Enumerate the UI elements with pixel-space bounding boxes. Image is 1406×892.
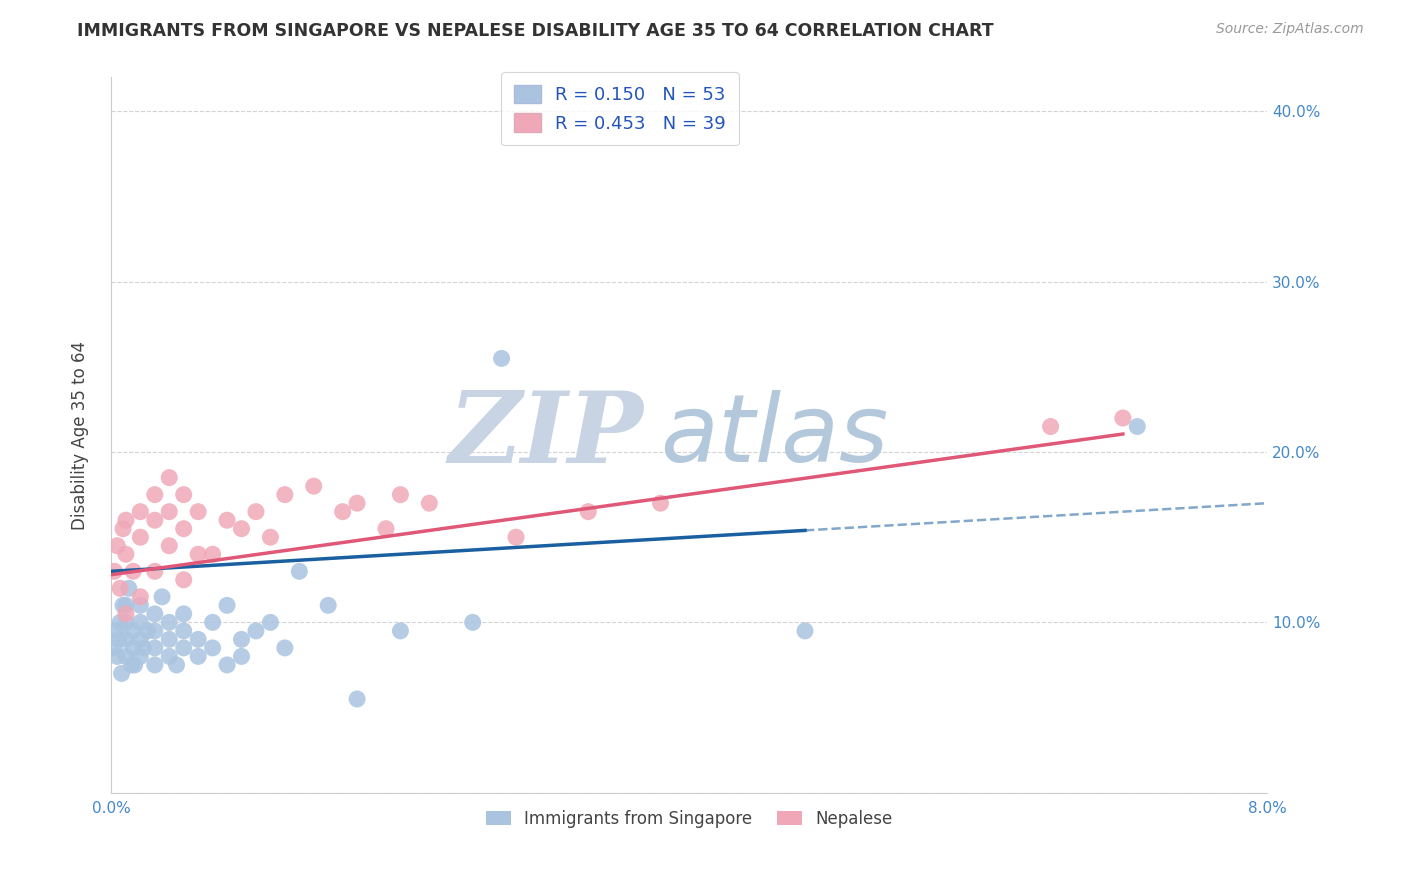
Point [302, 479, 325, 493]
Point [1112, 411, 1135, 425]
Point [157, 649, 180, 664]
Point [115, 649, 138, 664]
Point [115, 607, 138, 621]
Point [173, 640, 195, 655]
Point [505, 530, 527, 544]
Point [389, 488, 412, 502]
Point [122, 640, 145, 655]
Point [259, 615, 281, 630]
Point [389, 624, 412, 638]
Point [115, 615, 138, 630]
Point [157, 539, 180, 553]
Point [157, 632, 180, 647]
Point [259, 530, 281, 544]
Point [201, 615, 224, 630]
Text: IMMIGRANTS FROM SINGAPORE VS NEPALESE DISABILITY AGE 35 TO 64 CORRELATION CHART: IMMIGRANTS FROM SINGAPORE VS NEPALESE DI… [77, 22, 994, 40]
Point [132, 640, 155, 655]
Point [129, 615, 152, 630]
Point [118, 582, 141, 596]
Point [491, 351, 513, 366]
Point [115, 513, 138, 527]
Point [143, 624, 166, 638]
Point [129, 632, 152, 647]
Point [332, 505, 354, 519]
Text: atlas: atlas [661, 390, 889, 481]
Point [201, 640, 224, 655]
Point [231, 632, 253, 647]
Point [245, 505, 267, 519]
Point [187, 632, 209, 647]
Point [115, 632, 138, 647]
Point [187, 649, 209, 664]
Point [103, 564, 125, 578]
Point [215, 599, 238, 613]
Point [105, 649, 128, 664]
Point [129, 505, 152, 519]
Point [166, 657, 188, 672]
Text: ZIP: ZIP [449, 387, 643, 483]
Point [245, 624, 267, 638]
Point [215, 513, 238, 527]
Point [650, 496, 672, 510]
Point [108, 582, 131, 596]
Point [375, 522, 398, 536]
Point [115, 599, 138, 613]
Point [157, 470, 180, 484]
Point [110, 666, 132, 681]
Point [346, 692, 368, 706]
Legend: Immigrants from Singapore, Nepalese: Immigrants from Singapore, Nepalese [479, 803, 900, 834]
Point [143, 513, 166, 527]
Point [107, 632, 129, 647]
Point [346, 496, 368, 510]
Y-axis label: Disability Age 35 to 64: Disability Age 35 to 64 [72, 341, 89, 530]
Point [157, 615, 180, 630]
Text: Source: ZipAtlas.com: Source: ZipAtlas.com [1216, 22, 1364, 37]
Point [115, 547, 138, 561]
Point [215, 657, 238, 672]
Point [274, 488, 297, 502]
Point [316, 599, 339, 613]
Point [104, 624, 127, 638]
Point [143, 564, 166, 578]
Point [794, 624, 817, 638]
Point [150, 590, 173, 604]
Point [129, 530, 152, 544]
Point [1039, 419, 1062, 434]
Point [122, 624, 145, 638]
Point [1126, 419, 1149, 434]
Point [288, 564, 311, 578]
Point [129, 590, 152, 604]
Point [111, 522, 134, 536]
Point [111, 599, 134, 613]
Point [143, 488, 166, 502]
Point [143, 607, 166, 621]
Point [173, 624, 195, 638]
Point [157, 505, 180, 519]
Point [187, 547, 209, 561]
Point [231, 522, 253, 536]
Point [173, 573, 195, 587]
Point [173, 488, 195, 502]
Point [105, 539, 128, 553]
Point [143, 657, 166, 672]
Point [122, 564, 145, 578]
Point [173, 522, 195, 536]
Point [173, 607, 195, 621]
Point [576, 505, 599, 519]
Point [418, 496, 440, 510]
Point [129, 649, 152, 664]
Point [274, 640, 297, 655]
Point [231, 649, 253, 664]
Point [129, 599, 152, 613]
Point [201, 547, 224, 561]
Point [124, 657, 146, 672]
Point [461, 615, 484, 630]
Point [187, 505, 209, 519]
Point [108, 615, 131, 630]
Point [136, 624, 159, 638]
Point [103, 640, 125, 655]
Point [143, 640, 166, 655]
Point [121, 657, 143, 672]
